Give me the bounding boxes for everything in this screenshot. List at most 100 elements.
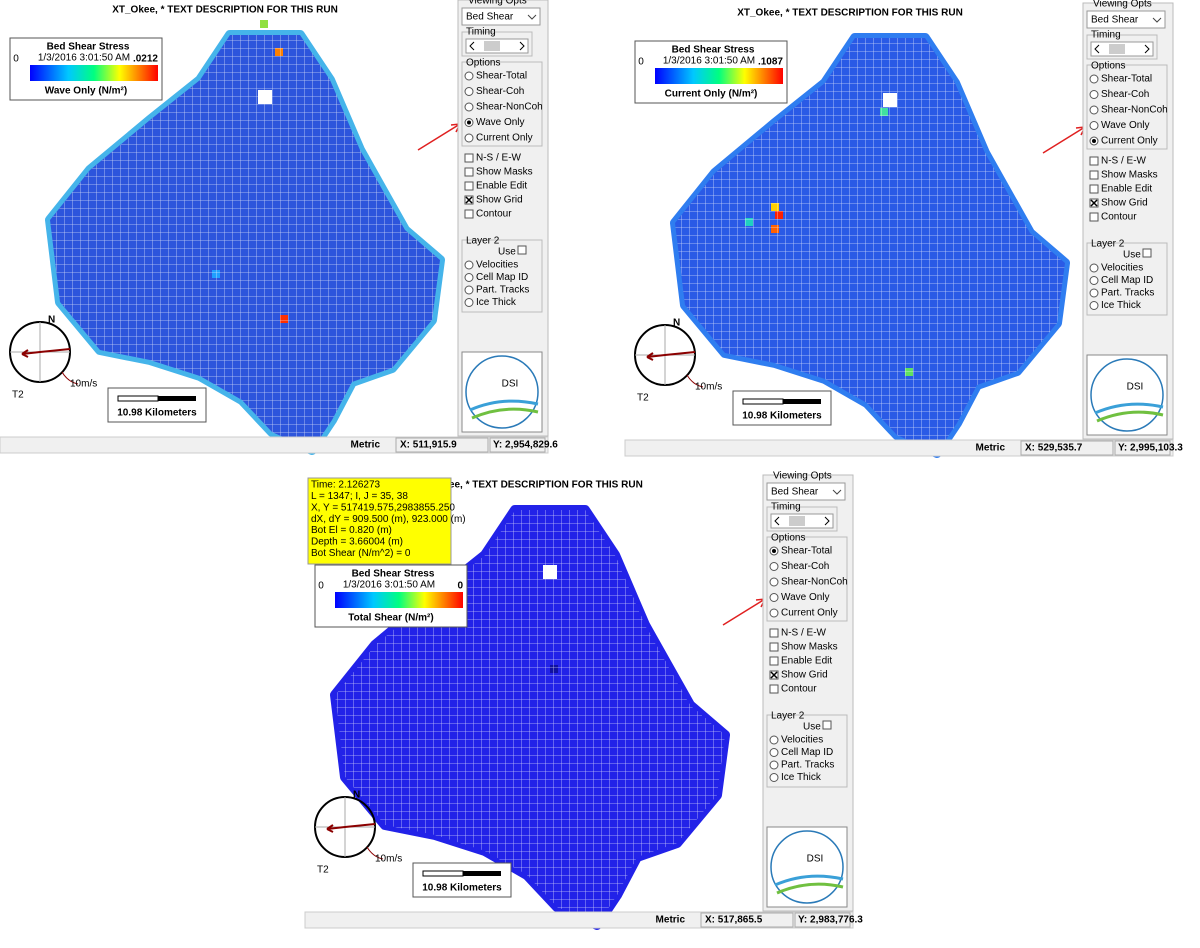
radio-dot	[1092, 139, 1096, 143]
radio[interactable]	[464, 273, 474, 282]
radio-dot	[467, 120, 471, 125]
checkbox[interactable]	[769, 642, 779, 652]
radio	[769, 773, 779, 782]
scale-label: 10.98 Kilometers	[117, 408, 197, 419]
checkbox[interactable]	[1089, 212, 1099, 222]
radio[interactable]	[464, 133, 474, 143]
map-title: XT_Okee, * TEXT DESCRIPTION FOR THIS RUN	[417, 480, 643, 491]
logo-text: DSI	[807, 854, 824, 865]
status-bar	[624, 439, 1174, 457]
legend-title: Bed Shear Stress	[672, 45, 755, 56]
timing-thumb	[789, 516, 805, 526]
logo-box	[766, 826, 848, 908]
layer-group	[461, 239, 543, 313]
scale-bar-black	[783, 399, 821, 404]
use-checkbox[interactable]	[822, 720, 832, 730]
radio-label: Shear-Total	[476, 71, 527, 82]
radio-label: Part. Tracks	[476, 285, 529, 296]
status-x-box	[700, 912, 794, 928]
logo-box	[461, 351, 543, 433]
map-title: XT_Okee, * TEXT DESCRIPTION FOR THIS RUN	[112, 5, 338, 16]
timing-label: Timing	[466, 27, 496, 38]
status-bar	[304, 911, 854, 929]
dropdown[interactable]	[1086, 10, 1166, 29]
use-checkbox[interactable]	[1142, 248, 1152, 258]
radio[interactable]	[1089, 74, 1099, 84]
checkbox[interactable]	[464, 167, 474, 177]
speed-leader	[61, 371, 79, 385]
radio	[464, 298, 474, 307]
status-y: Y: 2,995,103.3	[1118, 443, 1183, 454]
checkbox-label: Contour	[476, 209, 512, 220]
radio	[464, 102, 474, 112]
radio-label: Wave Only	[781, 592, 830, 603]
status-x: X: 529,535.7	[1025, 443, 1083, 454]
radio	[769, 562, 779, 571]
status-y: Y: 2,954,829.6	[493, 440, 558, 451]
dropdown-chevron	[527, 14, 537, 20]
info-line: Bot El = 0.820 (m)	[311, 525, 392, 536]
checkbox[interactable]	[464, 209, 474, 219]
info-line: L = 1347; I, J = 35, 38	[311, 491, 408, 502]
checkmark	[770, 671, 778, 679]
radio-label: Shear-NonCoh	[781, 577, 848, 588]
options-group	[461, 61, 543, 147]
radio[interactable]	[1089, 263, 1099, 273]
checkbox[interactable]	[1089, 170, 1099, 180]
checkbox-label: Enable Edit	[476, 181, 527, 192]
logo-wave	[774, 874, 844, 887]
radio[interactable]	[464, 71, 474, 81]
radio[interactable]	[769, 748, 779, 757]
use-checkbox[interactable]	[517, 245, 527, 255]
layer-label: Layer 2	[466, 236, 500, 247]
island	[883, 93, 897, 107]
legend-min: 0	[318, 581, 324, 592]
compass-north: N	[48, 315, 55, 326]
logo-wave	[471, 407, 539, 420]
checkbox-label: Enable Edit	[1101, 184, 1152, 195]
legend-date: 1/3/2016 3:01:50 AM	[663, 56, 755, 67]
radio[interactable]	[464, 260, 474, 270]
radio[interactable]	[1089, 276, 1099, 285]
checkbox-label: N-S / E-W	[1101, 156, 1147, 167]
radio[interactable]	[769, 735, 779, 745]
dropdown-chevron	[832, 489, 842, 495]
dropdown[interactable]	[766, 482, 846, 501]
radio[interactable]	[769, 608, 779, 618]
timing-label: Timing	[771, 502, 801, 513]
station-label: T2	[317, 865, 329, 876]
logo-wave	[469, 399, 539, 412]
checkbox[interactable]	[464, 153, 474, 163]
checkbox[interactable]	[769, 628, 779, 638]
legend-date: 1/3/2016 3:01:50 AM	[343, 580, 435, 591]
checkbox[interactable]	[769, 684, 779, 694]
radio-label: Velocities	[781, 735, 823, 746]
radio	[464, 285, 474, 295]
scale-label: 10.98 Kilometers	[742, 411, 822, 422]
speed-label: 10m/s	[375, 854, 402, 865]
timing-arrows	[774, 516, 830, 526]
radio-label: Shear-Coh	[476, 86, 524, 97]
status-bar	[0, 436, 549, 454]
status-y-box	[1114, 440, 1171, 456]
radio[interactable]	[1089, 121, 1099, 130]
radio-label: Shear-NonCoh	[1101, 105, 1168, 116]
radio-label: Cell Map ID	[781, 747, 833, 758]
radio[interactable]	[769, 593, 779, 602]
wind-arrow	[326, 823, 376, 833]
use-label: Use	[498, 247, 516, 258]
logo-ring	[770, 830, 844, 904]
speed-leader	[686, 374, 704, 388]
speed-label: 10m/s	[70, 379, 97, 390]
status-units: Metric	[976, 443, 1006, 454]
timing-arrows	[469, 41, 525, 51]
info-line: Time: 2.126273	[311, 480, 381, 491]
checkbox	[769, 656, 779, 666]
timing-group	[1086, 34, 1158, 60]
legend-date: 1/3/2016 3:01:50 AM	[38, 53, 130, 64]
info-line: dX, dY = 909.500 (m), 923.000 (m)	[311, 514, 466, 525]
checkbox[interactable]	[1089, 156, 1099, 166]
radio	[769, 577, 779, 587]
dropdown[interactable]	[461, 7, 541, 26]
